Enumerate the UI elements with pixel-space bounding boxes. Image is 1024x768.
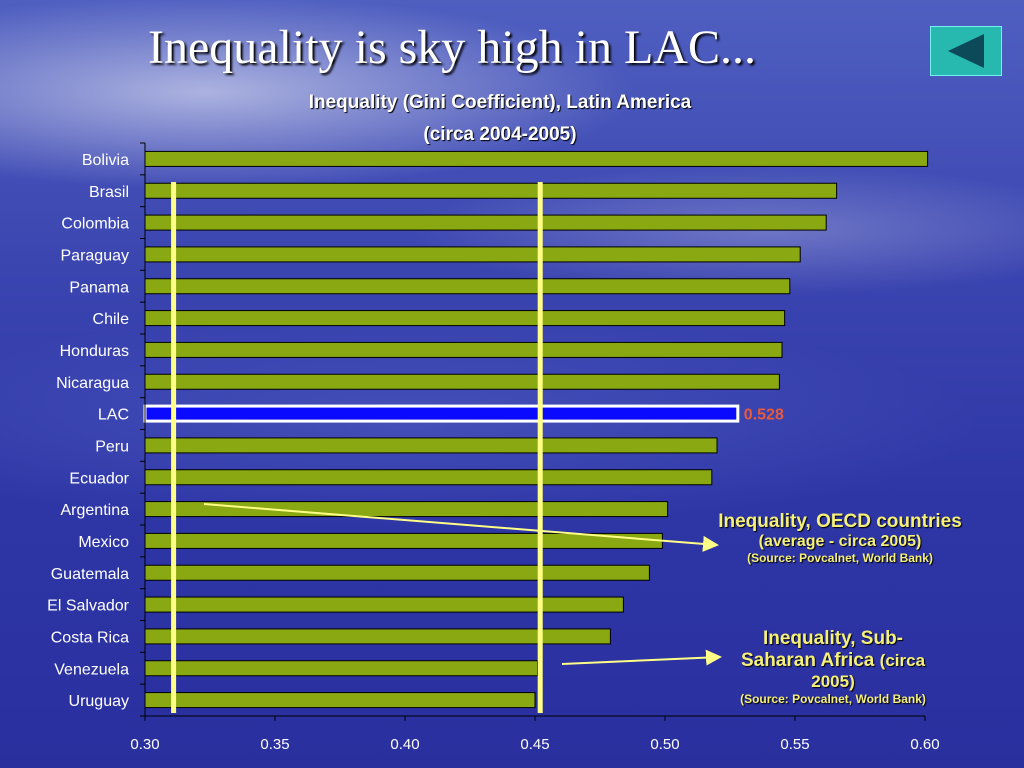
x-tick-label: 0.50 — [650, 736, 679, 753]
x-tick-label: 0.35 — [260, 736, 289, 753]
chart-title: Inequality (Gini Coefficient), Latin Ame… — [308, 92, 692, 113]
ssa-annotation-source: (Source: Povcalnet, World Bank) — [740, 692, 926, 706]
back-button[interactable] — [930, 26, 1002, 76]
category-label: Bolivia — [82, 152, 129, 169]
category-label: Brasil — [89, 184, 129, 201]
bar-el-salvador — [144, 596, 624, 613]
category-label: Paraguay — [61, 247, 130, 264]
bar-bolivia — [144, 150, 929, 167]
bar-peru — [144, 437, 718, 454]
category-label: El Salvador — [47, 598, 129, 615]
bar-colombia — [144, 214, 827, 231]
slide-title: Inequality is sky high in LAC... — [148, 21, 756, 74]
oecd-annotation-source: (Source: Povcalnet, World Bank) — [747, 551, 933, 565]
oecd-annotation-detail: (average - circa 2005) — [758, 533, 922, 550]
category-label: Peru — [95, 438, 129, 455]
category-label: Nicaragua — [56, 375, 129, 392]
x-tick-label: 0.40 — [390, 736, 419, 753]
category-label: Guatemala — [51, 566, 129, 583]
bar-uruguay — [144, 692, 536, 709]
category-label: LAC — [98, 407, 129, 424]
ssa-annotation-detail-part1: (circa — [879, 651, 926, 670]
x-tick-label: 0.30 — [130, 736, 159, 753]
chart-subtitle: (circa 2004-2005) — [423, 124, 577, 145]
category-label: Panama — [69, 279, 129, 296]
category-label: Chile — [93, 311, 130, 328]
bar-ecuador — [144, 469, 713, 486]
lac-value-label: 0.528 — [744, 407, 784, 424]
category-label: Colombia — [61, 216, 129, 233]
x-tick-label: 0.60 — [910, 736, 939, 753]
bar-venezuela — [144, 660, 539, 677]
x-tick-label: 0.45 — [520, 736, 549, 753]
bar-paraguay — [144, 246, 801, 263]
ssa-annotation-title-line2: Saharan Africa — [740, 650, 875, 671]
category-label: Ecuador — [69, 470, 129, 487]
oecd-annotation-title: Inequality, OECD countries — [718, 511, 962, 532]
ssa-annotation: Inequality, Sub- Saharan Africa (circa 2… — [708, 628, 958, 706]
ssa-annotation-detail-part2: 2005) — [811, 672, 855, 691]
bar-brasil — [144, 182, 838, 199]
bar-chile — [144, 310, 786, 327]
ssa-annotation-arrow — [561, 649, 722, 666]
bar-argentina — [144, 501, 669, 518]
oecd-annotation-arrow — [203, 503, 719, 552]
x-tick-label: 0.55 — [780, 736, 809, 753]
bar-lac — [143, 404, 740, 423]
category-label: Honduras — [60, 343, 129, 360]
left-triangle-icon — [948, 34, 984, 68]
bar-panama — [144, 278, 791, 295]
category-label: Venezuela — [54, 661, 129, 678]
category-label: Argentina — [61, 502, 130, 519]
bar-guatemala — [144, 564, 650, 581]
bar-mexico — [144, 532, 663, 549]
bar-nicaragua — [144, 373, 780, 390]
bar-honduras — [144, 341, 783, 358]
oecd-annotation: Inequality, OECD countries (average - ci… — [690, 511, 990, 565]
category-label: Mexico — [78, 534, 129, 551]
category-label: Uruguay — [69, 693, 129, 710]
category-label: Costa Rica — [51, 629, 129, 646]
ssa-annotation-title-line1: Inequality, Sub- — [762, 628, 904, 649]
